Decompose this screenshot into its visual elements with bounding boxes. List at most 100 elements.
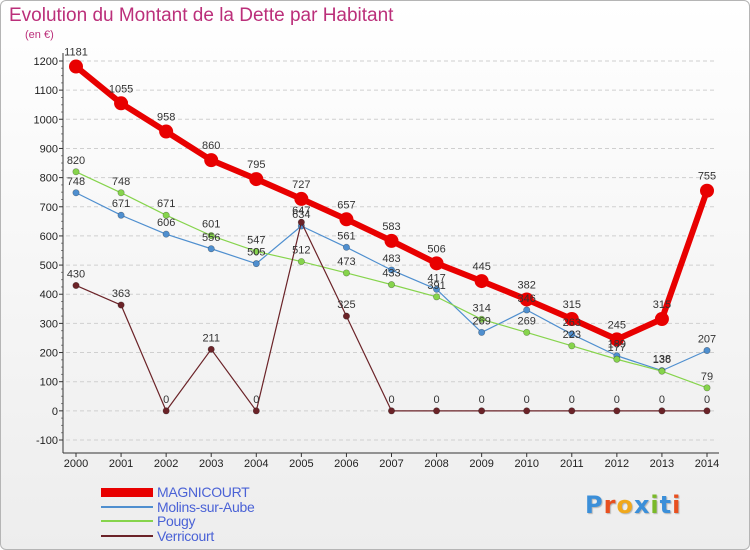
series-line bbox=[75, 221, 707, 412]
data-label: 483 bbox=[382, 253, 400, 265]
data-point bbox=[339, 212, 354, 227]
data-point bbox=[433, 285, 441, 293]
data-label: 606 bbox=[157, 217, 175, 229]
y-tick-label: 300 bbox=[40, 318, 58, 330]
data-point bbox=[609, 332, 624, 347]
data-point bbox=[117, 301, 125, 309]
legend: MAGNICOURT Molins-sur-Aube Pougy Verricourt bbox=[101, 485, 255, 544]
data-label: 79 bbox=[701, 371, 713, 383]
data-point bbox=[207, 232, 215, 240]
data-point bbox=[249, 172, 264, 187]
y-tick-label: 1000 bbox=[34, 114, 58, 126]
data-point bbox=[523, 306, 531, 314]
series-verricourt bbox=[72, 218, 711, 415]
data-point bbox=[568, 407, 576, 415]
data-point bbox=[433, 407, 441, 415]
data-point bbox=[429, 256, 444, 271]
x-tick-label: 2006 bbox=[334, 458, 358, 470]
proxiti-logo: Proxiti bbox=[585, 491, 682, 519]
legend-swatch bbox=[101, 487, 153, 497]
data-point bbox=[564, 312, 579, 327]
data-point bbox=[72, 281, 80, 289]
y-tick-label: 600 bbox=[40, 231, 58, 243]
data-label: 207 bbox=[698, 333, 716, 345]
data-label: 136 bbox=[653, 354, 671, 366]
data-point bbox=[69, 59, 83, 74]
data-point bbox=[252, 260, 260, 268]
x-tick-label: 2009 bbox=[469, 458, 493, 470]
data-label: 795 bbox=[247, 159, 265, 171]
data-label: 0 bbox=[479, 394, 485, 406]
x-tick-label: 2008 bbox=[424, 458, 448, 470]
data-label: 269 bbox=[472, 315, 490, 327]
chart-title: Evolution du Montant de la Dette par Hab… bbox=[9, 5, 394, 26]
data-point bbox=[474, 274, 489, 289]
x-tick-label: 2005 bbox=[289, 458, 313, 470]
data-point bbox=[159, 124, 174, 139]
series-molins-sur-aube bbox=[72, 189, 711, 375]
data-point bbox=[342, 243, 350, 251]
data-point bbox=[519, 292, 534, 307]
legend-swatch bbox=[101, 520, 153, 523]
legend-item: Verricourt bbox=[101, 529, 254, 544]
data-point bbox=[387, 281, 395, 289]
data-point bbox=[478, 407, 486, 415]
data-point bbox=[114, 96, 129, 111]
data-point bbox=[342, 312, 350, 320]
data-point bbox=[654, 312, 669, 327]
data-point bbox=[568, 330, 576, 338]
data-point bbox=[117, 211, 125, 219]
data-point bbox=[613, 407, 621, 415]
y-tick-label: 700 bbox=[40, 202, 58, 214]
y-axis-unit: (en €) bbox=[25, 29, 54, 41]
data-point bbox=[342, 269, 350, 277]
x-tick-label: 2000 bbox=[64, 458, 88, 470]
x-tick-label: 2004 bbox=[244, 458, 268, 470]
data-label: 505 bbox=[247, 247, 265, 259]
data-label: 189 bbox=[608, 339, 626, 351]
data-point bbox=[387, 407, 395, 415]
data-label: 138 bbox=[653, 354, 671, 366]
y-tick-label: 1100 bbox=[34, 85, 58, 97]
data-label: 0 bbox=[614, 394, 620, 406]
data-label: 1181 bbox=[64, 47, 88, 59]
legend-label: Pougy bbox=[157, 513, 196, 530]
legend-swatch bbox=[101, 505, 153, 508]
x-tick-label: 2002 bbox=[154, 458, 178, 470]
data-point bbox=[523, 328, 531, 336]
data-point bbox=[658, 407, 666, 415]
data-label: 634 bbox=[292, 209, 310, 221]
series-pougy bbox=[72, 168, 711, 392]
x-tick-label: 2012 bbox=[605, 458, 629, 470]
data-label: 727 bbox=[292, 179, 310, 191]
data-label: 958 bbox=[157, 112, 175, 124]
data-point bbox=[72, 189, 80, 197]
data-label: 211 bbox=[202, 332, 220, 344]
data-point bbox=[252, 407, 260, 415]
data-label: 269 bbox=[518, 315, 536, 327]
data-label: 601 bbox=[202, 219, 220, 231]
y-tick-label: 0 bbox=[52, 406, 58, 418]
data-point bbox=[204, 153, 219, 168]
legend-swatch bbox=[101, 534, 153, 537]
data-point bbox=[117, 189, 125, 197]
data-label: 223 bbox=[563, 329, 581, 341]
data-point bbox=[478, 315, 486, 323]
data-label: 0 bbox=[388, 394, 394, 406]
data-point bbox=[700, 183, 714, 198]
data-label: 512 bbox=[292, 245, 310, 257]
data-point bbox=[433, 293, 441, 301]
data-label: 433 bbox=[382, 268, 400, 280]
data-label: 0 bbox=[524, 394, 530, 406]
legend-item: Pougy bbox=[101, 514, 254, 529]
data-point bbox=[72, 168, 80, 176]
data-label: 860 bbox=[202, 140, 220, 152]
data-point bbox=[294, 191, 309, 206]
x-tick-label: 2013 bbox=[650, 458, 674, 470]
data-label: 417 bbox=[427, 272, 445, 284]
legend-item: MAGNICOURT bbox=[101, 485, 254, 500]
data-point bbox=[703, 384, 711, 392]
data-point bbox=[297, 218, 305, 226]
data-label: 748 bbox=[67, 176, 85, 188]
data-point bbox=[252, 247, 260, 255]
